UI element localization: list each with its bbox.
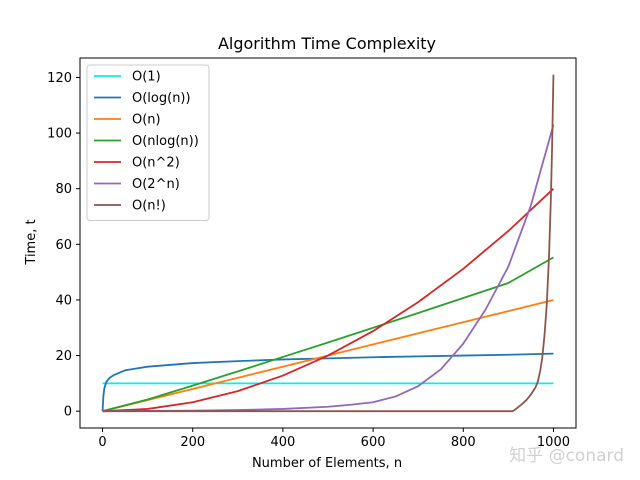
x-tick-label: 800	[451, 435, 476, 450]
x-tick-label: 400	[270, 435, 295, 450]
x-tick-label: 1000	[537, 435, 570, 450]
x-axis-label: Number of Elements, n	[252, 456, 402, 471]
series-line-6	[102, 74, 555, 413]
legend-label-0: O(1)	[132, 70, 161, 85]
chart-title: Algorithm Time Complexity	[218, 34, 436, 53]
x-tick-label: 200	[180, 435, 205, 450]
plot-area	[101, 74, 555, 413]
legend-label-1: O(log(n))	[132, 91, 191, 106]
x-tick-label: 0	[98, 435, 106, 450]
legend-label-3: O(nlog(n))	[132, 134, 199, 149]
axes: 0 200 400 600 800 1000 0 20 40 60 80 100 120	[47, 57, 577, 450]
y-tick-label: 0	[64, 405, 72, 420]
y-tick-label: 60	[55, 238, 72, 253]
y-tick-label: 20	[55, 349, 72, 364]
watermark: 知乎 @conard	[509, 446, 624, 466]
y-tick-label: 80	[55, 182, 72, 197]
series-line-3	[102, 256, 554, 413]
legend-label-4: O(n^2)	[132, 156, 180, 171]
legend-label-6: O(n!)	[132, 199, 166, 214]
legend-label-5: O(2^n)	[132, 177, 180, 192]
legend-box	[86, 64, 210, 221]
y-axis-label: Time, t	[24, 219, 39, 265]
series-line-1	[101, 352, 554, 412]
series-line-4	[102, 188, 555, 413]
legend: O(1) O(log(n)) O(n) O(nlog(n)) O(n^2) O(2^n) O…	[86, 64, 210, 221]
legend-label-2: O(n)	[132, 113, 161, 128]
watermark-text: 知乎 @conard	[509, 446, 624, 466]
y-tick-label: 40	[55, 293, 72, 308]
plot-frame	[79, 57, 577, 429]
x-tick-label: 600	[361, 435, 386, 450]
y-tick-label: 100	[47, 127, 72, 142]
y-tick-label: 120	[47, 71, 72, 86]
